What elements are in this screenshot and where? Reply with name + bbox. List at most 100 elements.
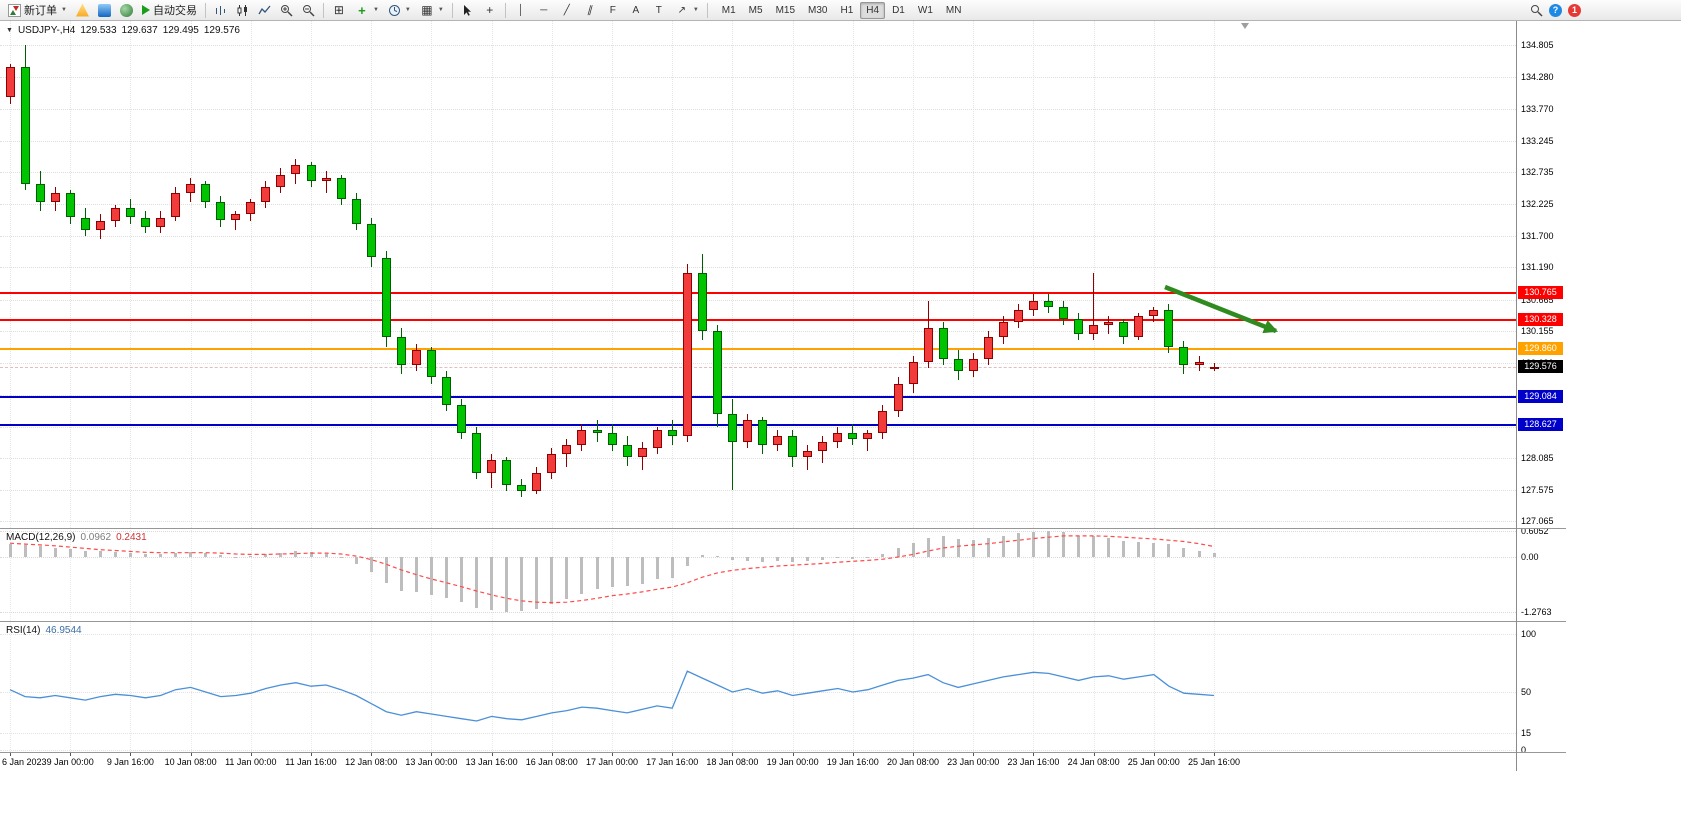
candle-body <box>1059 306 1068 319</box>
text-tool-button[interactable]: A <box>625 1 647 19</box>
gridline-horizontal <box>0 299 1516 301</box>
market-watch-button[interactable] <box>72 1 93 19</box>
gridline-vertical <box>10 621 11 752</box>
macd-histogram-bar <box>595 557 599 590</box>
gridline-horizontal <box>0 172 1516 174</box>
new-order-icon <box>8 3 21 17</box>
trendline-tool-button[interactable]: ╱ <box>556 1 578 19</box>
horizontal-level-line[interactable] <box>0 395 1516 398</box>
vertical-line-tool-button[interactable]: │ <box>510 1 532 19</box>
gridline-horizontal <box>0 140 1516 142</box>
time-axis[interactable]: 6 Jan 2023 9 Jan 00:00 9 Jan 16:00 10 Jan 0… <box>0 752 1681 771</box>
timeframe-m1-button[interactable]: M1 <box>716 2 742 19</box>
macd-histogram-bar <box>746 557 749 562</box>
templates-button[interactable]: ▦ ▼ <box>416 1 448 19</box>
timeframe-d1-button[interactable]: D1 <box>886 2 911 19</box>
candle-body <box>803 451 813 458</box>
zoom-out-button[interactable] <box>298 1 319 19</box>
cursor-button[interactable] <box>457 1 478 19</box>
horizontal-level-line[interactable] <box>0 348 1516 351</box>
timeframe-mn-button[interactable]: MN <box>940 2 968 19</box>
price-axis-line[interactable] <box>1516 21 1517 771</box>
rsi-axis-label: 50 <box>1521 687 1532 697</box>
indicators-button[interactable]: + ▼ <box>351 1 383 19</box>
price-axis-label: 131.700 <box>1521 230 1554 241</box>
rsi-value: 46.9544 <box>45 625 82 636</box>
new-order-button[interactable]: 新订单 ▼ <box>4 1 71 19</box>
gridline-vertical <box>1033 21 1035 528</box>
timeframe-m15-button[interactable]: M15 <box>770 2 801 19</box>
horizontal-line-tool-button[interactable]: ─ <box>533 1 555 19</box>
gridline-horizontal <box>0 45 1516 46</box>
macd-histogram-bar <box>1031 532 1035 557</box>
horizontal-level-line[interactable] <box>0 319 1516 322</box>
periods-button[interactable]: ▼ <box>384 1 415 19</box>
text-label-tool-button[interactable]: T <box>648 1 670 19</box>
macd-histogram-bar <box>1092 536 1096 557</box>
pane-separator[interactable] <box>0 621 1566 622</box>
tile-windows-button[interactable]: ⊞ <box>328 1 350 19</box>
chart-shift-marker[interactable] <box>1241 23 1249 29</box>
macd-pane[interactable]: MACD(12,26,9) 0.0962 0.2431 0.6052 0.00 -1… <box>0 528 1681 621</box>
time-axis-tick <box>371 752 373 756</box>
gridline-vertical <box>612 621 613 752</box>
time-axis-tick <box>130 752 132 756</box>
data-window-button[interactable] <box>94 1 115 19</box>
line-chart-button[interactable] <box>254 1 275 19</box>
gridline-horizontal <box>0 235 1516 237</box>
timeframe-w1-button[interactable]: W1 <box>912 2 939 19</box>
time-axis-tick <box>672 752 674 756</box>
fibonacci-tool-button[interactable]: F <box>602 1 624 19</box>
search-icon[interactable] <box>1530 4 1543 17</box>
crosshair-button[interactable]: + <box>479 1 501 19</box>
candle-body <box>171 192 181 218</box>
candle-body <box>1104 322 1114 326</box>
arrows-tool-button[interactable]: ↗ ▼ <box>671 1 703 19</box>
pane-separator <box>0 752 1566 753</box>
macd-histogram-bar <box>986 537 990 557</box>
candle-body <box>712 331 722 415</box>
autotrading-button[interactable]: 自动交易 <box>138 1 201 19</box>
candle-body <box>682 272 692 436</box>
gridline-horizontal <box>0 530 1516 532</box>
gridline-vertical <box>70 621 72 752</box>
time-axis-tick <box>732 752 734 756</box>
macd-histogram-bar <box>851 557 855 559</box>
trend-arrow[interactable] <box>1140 269 1310 353</box>
pane-separator[interactable] <box>0 528 1566 529</box>
time-axis-tick <box>1093 752 1095 756</box>
gridline-vertical <box>190 528 192 621</box>
macd-histogram-bar <box>1001 535 1005 557</box>
horizontal-level-line[interactable] <box>0 292 1516 295</box>
candle-body <box>758 420 767 445</box>
candle-body <box>938 328 948 359</box>
bar-chart-button[interactable] <box>210 1 231 19</box>
gridline-vertical <box>190 621 192 752</box>
gridline-vertical <box>130 621 132 752</box>
candle-wick <box>731 398 733 490</box>
zoom-in-button[interactable] <box>276 1 297 19</box>
timeframe-m30-button[interactable]: M30 <box>802 2 833 19</box>
price-axis-label: 133.770 <box>1521 103 1554 114</box>
help-icon[interactable]: ? <box>1549 3 1562 17</box>
macd-histogram-bar <box>941 536 945 557</box>
timeframe-m5-button[interactable]: M5 <box>743 2 769 19</box>
main-chart-pane[interactable]: ▼ USDJPY-,H4 129.533 129.637 129.495 129… <box>0 21 1681 528</box>
candle-body <box>276 174 286 187</box>
rsi-pane[interactable]: RSI(14) 46.9544 100 50 15 0 <box>0 621 1681 752</box>
macd-histogram-bar <box>309 551 313 557</box>
candle-body <box>863 432 873 439</box>
time-axis-label: 9 Jan 16:00 <box>106 757 154 767</box>
price-axis-label: 131.190 <box>1521 262 1554 273</box>
timeframe-h1-button[interactable]: H1 <box>834 2 859 19</box>
gridline-horizontal <box>0 520 1516 522</box>
timeframe-h4-button[interactable]: H4 <box>860 1 886 19</box>
gridline-horizontal <box>0 557 1516 558</box>
time-axis-tick <box>1033 752 1035 756</box>
candle-body <box>727 414 737 442</box>
candlestick-chart-button[interactable] <box>232 1 253 19</box>
price-axis-label: 130.155 <box>1521 325 1554 336</box>
notification-badge[interactable]: 1 <box>1568 3 1581 17</box>
channel-tool-button[interactable]: ∥ <box>579 1 601 19</box>
navigator-button[interactable] <box>116 1 137 19</box>
